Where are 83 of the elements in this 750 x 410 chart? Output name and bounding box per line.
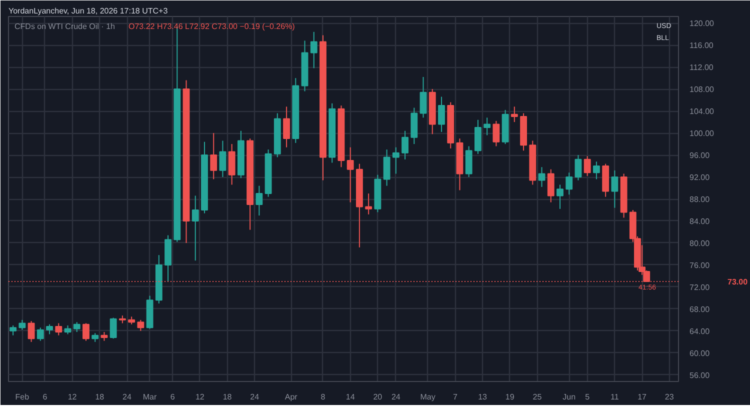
candlestick <box>228 144 236 186</box>
y-tick-label: 72.00 <box>690 282 710 292</box>
candlestick <box>28 320 35 342</box>
candlestick <box>574 154 582 181</box>
y-tick-label: 84.00 <box>690 216 710 226</box>
y-tick-label: 80.00 <box>690 238 710 248</box>
candlestick <box>256 185 263 216</box>
y-tick-label: 100.00 <box>690 129 715 138</box>
candlestick <box>402 130 408 160</box>
candlestick <box>36 327 44 342</box>
candlestick <box>210 132 218 180</box>
y-tick-label: 76.00 <box>690 260 710 270</box>
candlestick <box>538 166 546 188</box>
candlestick <box>383 149 390 186</box>
x-tick-label: 12 <box>68 392 78 402</box>
y-tick-label: 88.00 <box>690 195 710 204</box>
y-tick-label: 92.00 <box>690 173 710 182</box>
candlestick <box>556 184 564 210</box>
x-tick-label: 6 <box>170 392 176 402</box>
candlestick <box>420 76 427 118</box>
candlestick <box>465 146 472 178</box>
candlestick <box>283 106 290 148</box>
x-tick-label: 24 <box>391 392 401 402</box>
x-tick-label: 5 <box>585 392 590 402</box>
x-tick-label: Feb <box>15 392 30 402</box>
candlestick <box>392 146 400 174</box>
candlestick <box>474 119 482 154</box>
x-tick-label: 6 <box>42 392 48 402</box>
candlestick <box>492 120 500 147</box>
x-tick-label: 17 <box>638 392 648 402</box>
x-tick-label: Jun <box>562 392 576 402</box>
candlestick <box>10 324 17 336</box>
y-tick-label: 68.00 <box>690 304 710 314</box>
y-tick-label: 108.00 <box>690 85 715 94</box>
x-tick-label: Apr <box>284 392 298 402</box>
x-tick-label: 23 <box>664 392 674 402</box>
candlestick <box>566 172 573 196</box>
x-tick-label: 24 <box>250 392 260 402</box>
x-tick-label: 24 <box>122 392 132 402</box>
y-tick-label: 64.00 <box>690 326 710 336</box>
candlestick <box>592 161 600 180</box>
y-tick-label: 60.00 <box>690 348 710 358</box>
candlestick <box>192 195 199 262</box>
y-tick-label: 96.00 <box>690 151 710 160</box>
x-tick-label: 20 <box>373 392 383 402</box>
x-tick-label: 12 <box>195 392 205 402</box>
x-tick-label: May <box>420 392 436 402</box>
x-tick-label: 25 <box>532 392 542 402</box>
x-tick-label: 7 <box>452 392 458 402</box>
candlestick <box>346 146 354 203</box>
candlestick <box>110 317 117 340</box>
x-tick-label: 14 <box>346 392 356 402</box>
candlestick <box>438 96 445 132</box>
x-tick-label: 8 <box>320 392 326 402</box>
candlestick <box>310 31 318 69</box>
candlestick <box>46 324 53 335</box>
candlestick <box>82 322 90 342</box>
x-tick-label: Mar <box>142 392 158 402</box>
candlestick <box>73 322 80 333</box>
text: CFDs on WTI Crude Oil · 1h <box>14 22 115 31</box>
text: YordanLyanchev, Jun 18, 2026 17:18 UTC+3 <box>8 6 168 16</box>
y-tick-label: 120.00 <box>690 19 715 28</box>
x-tick-label: 18 <box>95 392 105 402</box>
x-tick-label: 18 <box>222 392 232 402</box>
candlestick <box>55 322 62 336</box>
candlestick <box>484 117 491 136</box>
annotation: O73.22 H73.46 L72.92 C73.00 −0.19 (−0.26%) <box>128 22 296 31</box>
candlestick <box>137 319 144 332</box>
candlestick <box>18 319 26 330</box>
y-tick-label: 104.00 <box>690 107 715 116</box>
candlestick <box>584 156 591 176</box>
candlestick <box>611 170 618 208</box>
y-tick-label: 116.00 <box>690 41 714 50</box>
x-tick-label: 11 <box>610 392 620 402</box>
candlestick <box>219 140 226 178</box>
ref-line-label: 73.00 <box>728 277 748 286</box>
y-tick-label: 112.00 <box>690 63 714 72</box>
x-tick-label: 13 <box>478 392 488 402</box>
x-tick-label: 19 <box>505 392 515 402</box>
y-tick-label: 56.00 <box>690 370 710 380</box>
candlestick <box>365 193 372 215</box>
candlestick <box>547 168 554 203</box>
candlestick <box>510 106 518 123</box>
